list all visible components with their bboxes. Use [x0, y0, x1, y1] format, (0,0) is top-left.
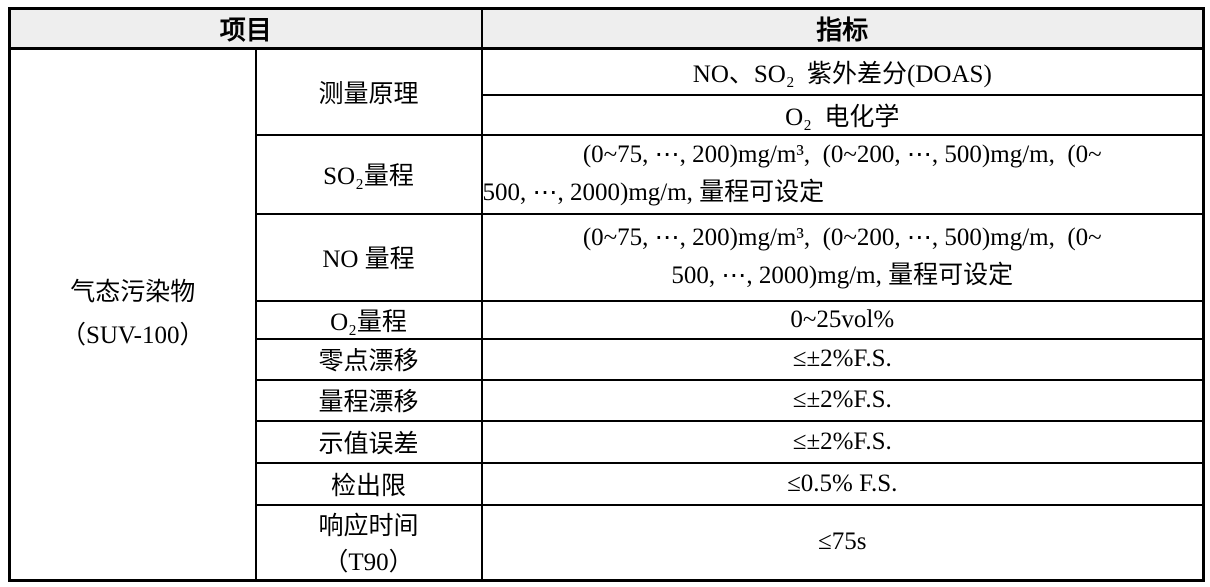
cell-indication-error-value: ≤±2%F.S. — [480, 419, 1205, 464]
row-label-zero-drift: 零点漂移 — [254, 337, 483, 381]
row-label-no-range: NO 量程 — [254, 212, 483, 302]
row-indication-error: 示值误差 ≤±2%F.S. — [10, 419, 1205, 464]
cell-no-range-value: (0~75, ⋯, 200)mg/m³, (0~200, ⋯, 500)mg/m… — [480, 212, 1205, 302]
row-label-detection-limit: 检出限 — [254, 461, 483, 506]
col-header-item: 项目 — [8, 7, 483, 50]
row-principle-1: 气态污染物 （SUV-100） 测量原理 NO、SO₂ 紫外差分(DOAS) — [8, 47, 1205, 582]
cell-response-time-value: ≤75s — [480, 503, 1205, 582]
group-model: （SUV-100） — [60, 321, 205, 349]
group-name: 气态污染物 — [70, 279, 196, 306]
no-range-line1: (0~75, ⋯, 200)mg/m³, (0~200, ⋯, 500)mg/m… — [582, 224, 1102, 251]
cell-principle-no-so2: NO、SO₂ 紫外差分(DOAS) — [480, 47, 1205, 96]
no-range-line2: 500, ⋯, 2000)mg/m, 量程可设定 — [671, 262, 1014, 289]
col-header-indicator: 指标 — [480, 7, 1205, 50]
row-label-o2-range: O₂量程 — [254, 299, 483, 340]
response-time-label-line1: 响应时间 — [318, 513, 419, 541]
group-label-cell: 气态污染物 （SUV-100） — [8, 47, 257, 582]
cell-detection-limit-value: ≤0.5% F.S. — [480, 461, 1205, 506]
row-no-range: NO 量程 (0~75, ⋯, 200)mg/m³, (0~200, ⋯, 50… — [10, 212, 1205, 302]
cell-zero-drift-value: ≤±2%F.S. — [480, 337, 1205, 381]
row-label-indication-error: 示值误差 — [254, 419, 483, 464]
cell-span-drift-value: ≤±2%F.S. — [480, 378, 1205, 422]
cell-o2-range-value: 0~25vol% — [480, 299, 1205, 340]
so2-range-line1: (0~75, ⋯, 200)mg/m³, (0~200, ⋯, 500)mg/m… — [582, 141, 1102, 168]
spec-table: 项目 指标 气态污染物 （SUV-100） 测量原理 NO、SO₂ 紫外差分(D… — [8, 7, 1206, 582]
row-zero-drift: 零点漂移 ≤±2%F.S. — [10, 337, 1205, 381]
row-label-so2-range: SO₂量程 — [254, 133, 483, 215]
row-label-span-drift: 量程漂移 — [254, 378, 483, 422]
row-so2-range: SO₂量程 (0~75, ⋯, 200)mg/m³, (0~200, ⋯, 50… — [10, 133, 1205, 215]
row-span-drift: 量程漂移 ≤±2%F.S. — [10, 378, 1205, 422]
row-principle-2: O₂ 电化学 — [10, 93, 1205, 136]
table-header-row: 项目 指标 — [8, 7, 1205, 50]
cell-principle-o2: O₂ 电化学 — [480, 93, 1205, 136]
row-label-principle: 测量原理 — [254, 47, 483, 136]
so2-range-line2: 500, ⋯, 2000)mg/m, 量程可设定 — [482, 179, 825, 206]
row-response-time: 响应时间 （T90） ≤75s — [10, 503, 1205, 582]
row-label-response-time: 响应时间 （T90） — [254, 503, 483, 582]
cell-so2-range-value: (0~75, ⋯, 200)mg/m³, (0~200, ⋯, 500)mg/m… — [480, 133, 1205, 215]
row-detection-limit: 检出限 ≤0.5% F.S. — [10, 461, 1205, 506]
row-o2-range: O₂量程 0~25vol% — [10, 299, 1205, 340]
response-time-label-line2: （T90） — [323, 549, 414, 577]
